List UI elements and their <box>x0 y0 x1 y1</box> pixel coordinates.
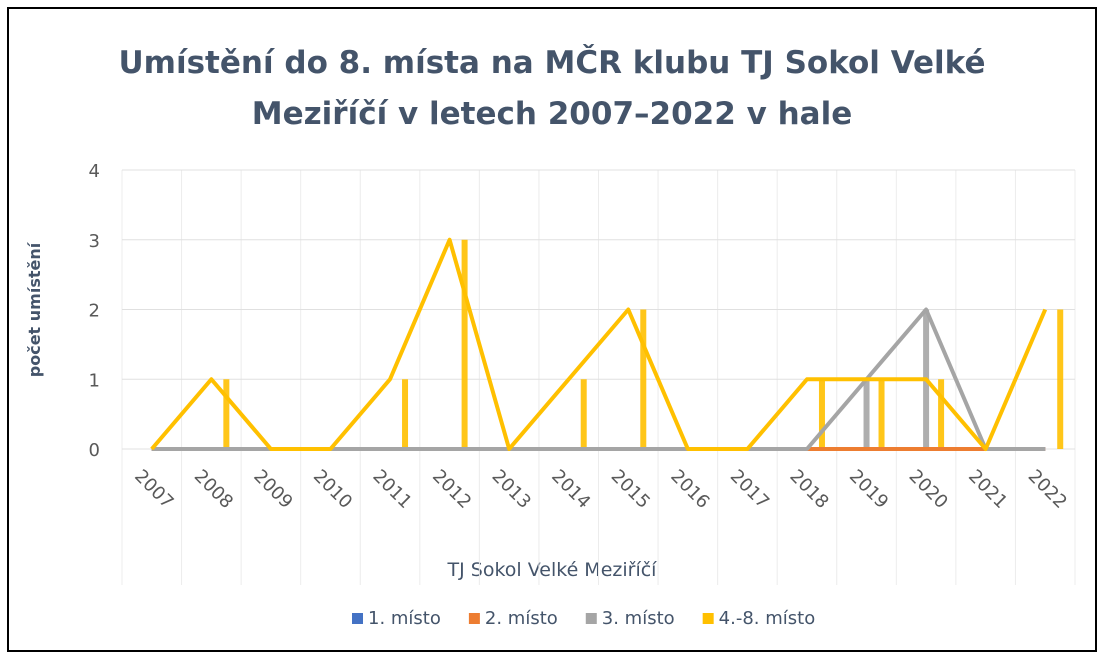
x-axis-title: TJ Sokol Velké Meziříčí <box>447 559 658 581</box>
y-tick-label: 4 <box>89 161 100 182</box>
bar <box>938 379 945 449</box>
y-tick-label: 3 <box>89 231 100 252</box>
legend-label: 1. místo <box>368 608 441 629</box>
bar <box>818 379 825 449</box>
bar <box>402 379 409 449</box>
legend-swatch <box>585 613 597 624</box>
legend-swatch <box>352 613 363 624</box>
chart-title: Umístění do 8. místa na MČR klubu TJ Sok… <box>119 44 986 81</box>
y-tick-label: 1 <box>89 370 100 391</box>
y-tick-label: 0 <box>89 440 100 461</box>
legend-swatch <box>702 613 714 624</box>
bar <box>223 379 230 449</box>
y-tick-label: 2 <box>89 301 100 322</box>
bar <box>640 309 647 449</box>
series-line <box>150 237 1048 451</box>
legend-label: 4.-8. místo <box>719 608 816 629</box>
chart-title: Meziříčí v letech 2007–2022 v hale <box>252 96 852 132</box>
bar <box>863 379 870 449</box>
bar <box>878 379 885 449</box>
legend-label: 2. místo <box>485 608 558 629</box>
bar <box>461 239 468 449</box>
frame <box>7 7 1097 652</box>
y-axis-title: počet umístění <box>25 241 44 377</box>
legend-label: 3. místo <box>602 608 675 629</box>
bar <box>580 379 587 449</box>
bar <box>1057 309 1064 449</box>
legend-swatch <box>468 613 480 624</box>
